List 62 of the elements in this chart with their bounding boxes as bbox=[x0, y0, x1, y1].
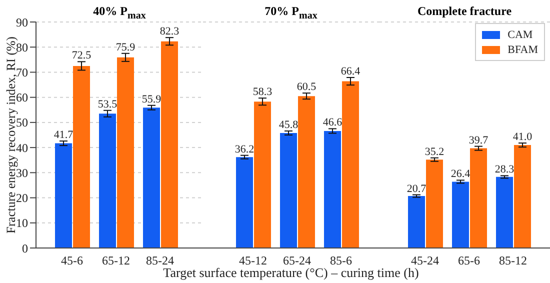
bar bbox=[470, 148, 487, 248]
data-label: 20.7 bbox=[406, 182, 427, 195]
legend-label: CAM bbox=[508, 28, 533, 40]
x-tick-label: 85-24 bbox=[146, 254, 174, 268]
data-label: 72.5 bbox=[72, 50, 92, 62]
bar bbox=[143, 108, 160, 248]
y-tick-label: 80 bbox=[16, 40, 28, 54]
legend-label: BFAM bbox=[508, 44, 538, 56]
bar bbox=[452, 182, 469, 248]
bar bbox=[117, 57, 134, 248]
x-tick-label: 45-12 bbox=[239, 254, 267, 268]
bar bbox=[73, 66, 90, 248]
data-label: 82.3 bbox=[160, 26, 180, 38]
y-tick-label: 10 bbox=[16, 216, 28, 230]
x-tick-label: 45-6 bbox=[61, 254, 83, 268]
data-label: 45.8 bbox=[278, 118, 299, 131]
data-label: 53.5 bbox=[98, 98, 118, 110]
bar bbox=[342, 81, 359, 248]
y-axis-title: Fracture energy recovery index, RI (%) bbox=[4, 36, 18, 234]
bar bbox=[254, 102, 271, 248]
bar bbox=[496, 176, 513, 248]
data-label: 36.2 bbox=[234, 143, 254, 156]
bar bbox=[408, 196, 425, 248]
x-tick-label: 65-6 bbox=[458, 254, 480, 268]
data-label: 26.4 bbox=[450, 168, 471, 180]
x-tick-label: 45-24 bbox=[411, 254, 439, 268]
chart-title: 40% P$_{max}$ bbox=[92, 4, 147, 22]
bar bbox=[280, 132, 297, 248]
data-label: 39.7 bbox=[468, 134, 489, 146]
data-label: 41.0 bbox=[512, 131, 533, 144]
chart-title: 70% P$_{max}$ bbox=[264, 4, 318, 22]
bar bbox=[324, 130, 341, 248]
x-axis-title: Target surface temperature (°C) – curing time (h) bbox=[163, 265, 419, 280]
y-tick-label: 30 bbox=[16, 166, 28, 180]
y-tick-label: 20 bbox=[16, 191, 28, 206]
y-tick-label: 60 bbox=[16, 90, 28, 105]
x-tick-label: 65-12 bbox=[102, 254, 130, 268]
bar bbox=[55, 143, 72, 248]
data-label: 58.3 bbox=[252, 86, 273, 98]
x-tick-label: 85-6 bbox=[330, 254, 352, 268]
bar bbox=[99, 114, 116, 248]
x-tick-label: 65-24 bbox=[283, 254, 311, 268]
bar bbox=[514, 145, 531, 248]
bar bbox=[236, 157, 253, 248]
bar bbox=[161, 41, 178, 248]
data-label: 41.7 bbox=[54, 129, 74, 142]
data-label: 46.6 bbox=[322, 116, 343, 129]
data-label: 66.4 bbox=[340, 65, 361, 78]
y-tick-label: 70 bbox=[16, 65, 28, 80]
y-tick-label: 50 bbox=[16, 116, 28, 130]
bar bbox=[426, 160, 443, 248]
chart-title: Complete fracture bbox=[416, 4, 513, 19]
data-label: 35.2 bbox=[424, 146, 444, 158]
data-label: 75.9 bbox=[116, 41, 136, 54]
data-label: 28.3 bbox=[494, 164, 515, 176]
y-tick-label: 40 bbox=[16, 140, 28, 155]
x-tick-label: 85-12 bbox=[499, 254, 527, 268]
y-tick-label: 0 bbox=[22, 241, 28, 256]
y-tick-label: 90 bbox=[16, 15, 28, 30]
data-label: 60.5 bbox=[296, 81, 317, 94]
data-label: 55.9 bbox=[142, 93, 162, 106]
bar bbox=[298, 96, 315, 248]
